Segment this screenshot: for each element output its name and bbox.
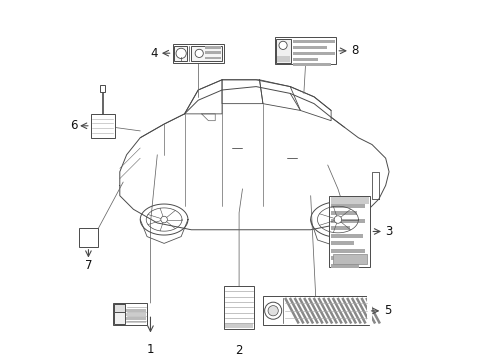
- Bar: [126, 317, 146, 320]
- Bar: [366, 293, 371, 325]
- Bar: [293, 64, 330, 66]
- Bar: [174, 46, 187, 61]
- Circle shape: [195, 49, 203, 57]
- Bar: [114, 305, 124, 312]
- Bar: [293, 57, 318, 61]
- Circle shape: [176, 48, 186, 59]
- Bar: [331, 249, 364, 253]
- Text: 2: 2: [235, 344, 242, 357]
- Bar: [100, 85, 105, 92]
- Bar: [293, 40, 334, 43]
- Text: 1: 1: [147, 343, 154, 356]
- Bar: [276, 39, 290, 63]
- Bar: [331, 264, 358, 268]
- Bar: [330, 197, 368, 204]
- Circle shape: [161, 216, 167, 223]
- Bar: [79, 228, 97, 247]
- Bar: [205, 57, 221, 59]
- Text: 5: 5: [383, 305, 390, 317]
- Bar: [293, 46, 326, 49]
- Circle shape: [264, 302, 281, 319]
- Bar: [190, 46, 222, 61]
- Bar: [262, 296, 368, 325]
- Bar: [205, 46, 221, 49]
- Bar: [329, 196, 370, 267]
- Circle shape: [278, 41, 287, 50]
- Bar: [113, 303, 147, 325]
- Circle shape: [268, 306, 278, 316]
- Bar: [331, 234, 362, 238]
- Bar: [331, 241, 353, 245]
- Bar: [114, 304, 125, 324]
- Bar: [331, 204, 364, 208]
- Bar: [126, 310, 146, 312]
- Text: 6: 6: [70, 119, 77, 132]
- Bar: [331, 226, 349, 230]
- Bar: [331, 256, 346, 260]
- Bar: [331, 219, 364, 223]
- Bar: [223, 286, 254, 328]
- Bar: [332, 253, 366, 264]
- Bar: [205, 51, 221, 54]
- Bar: [126, 313, 146, 316]
- Bar: [225, 323, 252, 328]
- Bar: [331, 211, 357, 215]
- Text: 7: 7: [85, 259, 92, 272]
- Bar: [293, 52, 334, 55]
- Text: 4: 4: [150, 47, 157, 60]
- Bar: [126, 321, 146, 323]
- Bar: [172, 44, 223, 63]
- Bar: [91, 114, 114, 138]
- Bar: [277, 56, 289, 62]
- Circle shape: [333, 216, 341, 223]
- Bar: [274, 37, 335, 65]
- Text: 8: 8: [350, 44, 358, 57]
- Text: 3: 3: [385, 225, 392, 238]
